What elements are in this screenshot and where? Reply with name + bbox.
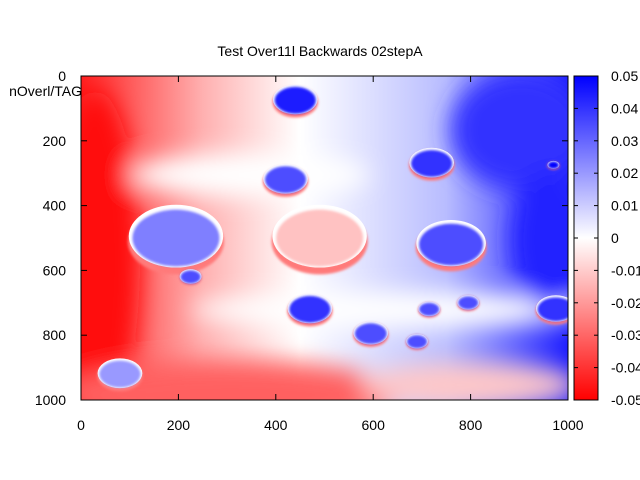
y-axis-label: nOverl/TAG	[9, 83, 82, 99]
y-tick-label: 800	[43, 327, 67, 343]
chart-title: Test Over11l Backwards 02stepA	[217, 43, 423, 59]
y-tick-label: 200	[43, 133, 67, 149]
heatmap-feature	[287, 293, 333, 327]
x-tick-label: 600	[362, 417, 386, 433]
heatmap-feature	[547, 160, 560, 170]
feature-disk	[274, 86, 316, 114]
red-region-left	[81, 90, 140, 400]
heatmap-feature	[271, 204, 368, 275]
heatmap-feature	[353, 321, 389, 347]
heatmap-feature	[272, 84, 319, 118]
feature-disk	[132, 209, 220, 267]
heatmap-feature	[415, 219, 487, 272]
colorbar-tick-label: -0.01	[611, 262, 640, 278]
colorbar-tick-label: 0.05	[611, 68, 638, 84]
heatmap-feature	[179, 269, 202, 286]
red-region-bottom	[81, 360, 400, 400]
colorbar-axis: 0.05 0.04 0.03 0.02 0.01 0 -0.01 -0.02 -0.03 -0.0…	[574, 68, 640, 408]
colorbar-tick-label: -0.04	[611, 360, 640, 376]
blue-region-top-right	[450, 76, 568, 190]
feature-disk	[99, 360, 141, 388]
heatmap-feature	[457, 295, 480, 312]
heatmap-feature	[408, 147, 455, 181]
heatmap-feature	[418, 301, 441, 318]
feature-disk	[354, 323, 387, 345]
pink-region-bottom-right	[360, 363, 568, 400]
feature-disk	[419, 302, 440, 316]
y-tick-label: 0	[58, 68, 66, 84]
feature-disk	[537, 297, 568, 322]
x-tick-label: 800	[459, 417, 483, 433]
y-axis: 200 400 600 800 1000 0	[35, 68, 568, 408]
y-tick-label: 600	[43, 262, 67, 278]
feature-disk	[458, 296, 479, 310]
feature-disk	[411, 150, 453, 177]
colorbar-tick-label: 0.03	[611, 133, 638, 149]
heatmap-feature	[262, 163, 309, 197]
heatmap-features	[97, 84, 568, 392]
feature-disk	[406, 335, 428, 349]
colorbar-tick-label: 0.01	[611, 198, 638, 214]
heatmap-smoothing	[81, 76, 568, 400]
feature-disk	[276, 209, 364, 267]
blue-region-right	[510, 170, 568, 310]
y-tick-label: 1000	[35, 392, 66, 408]
heatmap-feature	[127, 204, 225, 275]
y-tick-label: 400	[43, 198, 67, 214]
colorbar-tick-label: 0.04	[611, 100, 638, 116]
plot-frame	[80, 75, 569, 401]
white-band-upper	[130, 153, 370, 197]
feature-disk	[547, 161, 559, 169]
x-tick-label: 1000	[552, 417, 583, 433]
colorbar-tick-label: -0.02	[611, 295, 640, 311]
colorbar-tick-label: 0	[611, 230, 619, 246]
colorbar-tick-label: 0.02	[611, 165, 638, 181]
colorbar-tick-label: -0.05	[611, 392, 640, 408]
heatmap-feature	[97, 358, 143, 392]
feature-disk	[419, 223, 484, 266]
feature-disk	[180, 270, 201, 284]
x-tick-label: 0	[77, 417, 85, 433]
feature-disk	[264, 166, 307, 194]
heatmap-feature	[405, 333, 429, 351]
x-axis: 0 200 400 600 800 1000	[77, 76, 584, 433]
x-tick-label: 200	[167, 417, 191, 433]
plot-area	[81, 76, 568, 400]
colorbar-tick-label: -0.03	[611, 327, 640, 343]
feature-disk	[289, 295, 331, 323]
x-tick-label: 400	[264, 417, 288, 433]
heatmap-feature	[535, 295, 568, 325]
